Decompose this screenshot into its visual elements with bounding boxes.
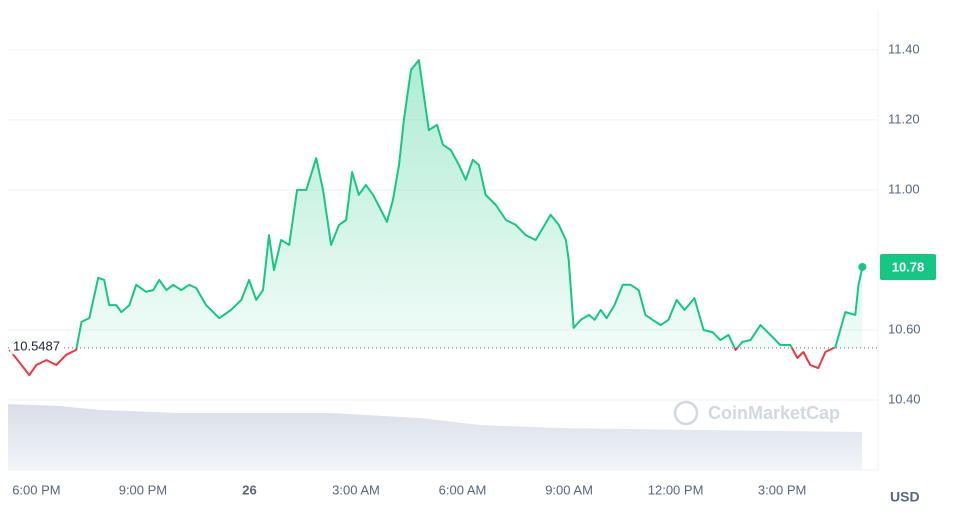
volume-band [8,404,862,470]
x-tick-label: 6:00 PM [12,482,60,497]
x-tick-label: 9:00 AM [545,482,593,497]
last-point [858,262,867,271]
y-tick-label: 10.60 [888,321,921,336]
x-tick-label: 12:00 PM [648,482,704,497]
x-tick-label: 3:00 AM [332,482,380,497]
y-tick-label: 11.20 [888,111,920,126]
y-tick-label: 11.40 [888,41,920,56]
price-badge-text: 10.78 [892,259,925,274]
y-tick-label: 10.40 [888,391,921,406]
baseline-label: 10.5487 [13,338,60,353]
watermark-logo [673,400,699,426]
price-area [9,60,863,348]
currency: USD [890,489,920,505]
x-tick-label: 6:00 AM [439,482,487,497]
x-tick-label: 26 [242,482,256,497]
y-tick-label: 11.00 [888,181,920,196]
watermark-text: CoinMarketCap [708,403,840,423]
price-line-up [75,59,864,348]
x-tick-label: 3:00 PM [758,482,806,497]
baseline-label-bg [10,337,63,355]
x-tick-label: 9:00 PM [119,482,167,497]
price-badge [880,253,936,280]
watermark: CoinMarketCap [673,400,840,426]
